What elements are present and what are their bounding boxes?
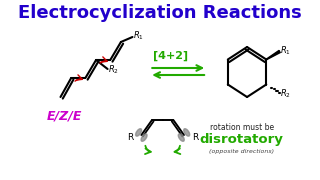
Text: $R_2$: $R_2$ <box>108 64 119 76</box>
Text: E/Z/E: E/Z/E <box>46 109 82 123</box>
Text: rotation must be: rotation must be <box>210 123 274 132</box>
Text: $R_2$: $R_2$ <box>281 87 292 100</box>
Text: $R_1$: $R_1$ <box>133 30 144 42</box>
Text: R: R <box>127 134 133 143</box>
Ellipse shape <box>178 134 184 141</box>
Text: (opposite directions): (opposite directions) <box>209 150 274 154</box>
Text: [4+2]: [4+2] <box>153 51 188 61</box>
Text: Electrocyclization Reactions: Electrocyclization Reactions <box>18 4 302 22</box>
Text: R: R <box>192 134 199 143</box>
Polygon shape <box>266 50 280 60</box>
Ellipse shape <box>184 129 190 136</box>
Text: $R_1$: $R_1$ <box>281 44 292 57</box>
Ellipse shape <box>136 129 142 136</box>
Ellipse shape <box>141 134 147 141</box>
Text: disrotatory: disrotatory <box>200 134 284 147</box>
